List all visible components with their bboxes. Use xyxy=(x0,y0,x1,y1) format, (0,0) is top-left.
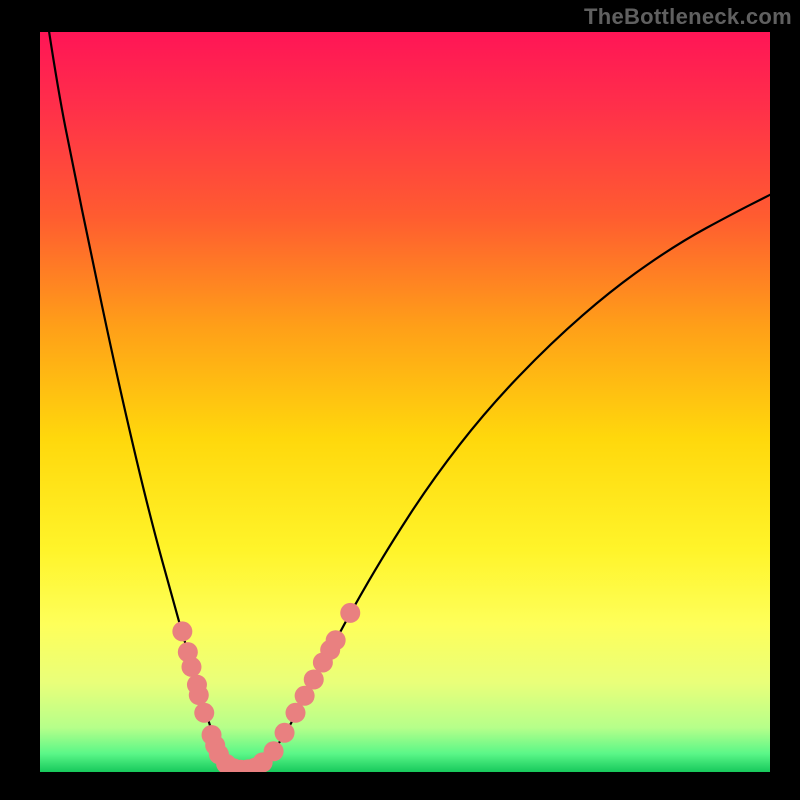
bottleneck-curve-chart xyxy=(0,0,800,800)
curve-marker xyxy=(340,603,360,623)
watermark-text: TheBottleneck.com xyxy=(584,4,792,30)
curve-marker xyxy=(304,670,324,690)
chart-background-gradient xyxy=(40,32,770,772)
curve-marker xyxy=(189,685,209,705)
chart-frame: TheBottleneck.com xyxy=(0,0,800,800)
curve-marker xyxy=(181,657,201,677)
curve-marker xyxy=(326,630,346,650)
curve-marker xyxy=(194,703,214,723)
curve-marker xyxy=(275,723,295,743)
curve-marker xyxy=(264,741,284,761)
curve-marker xyxy=(286,703,306,723)
curve-marker xyxy=(172,621,192,641)
